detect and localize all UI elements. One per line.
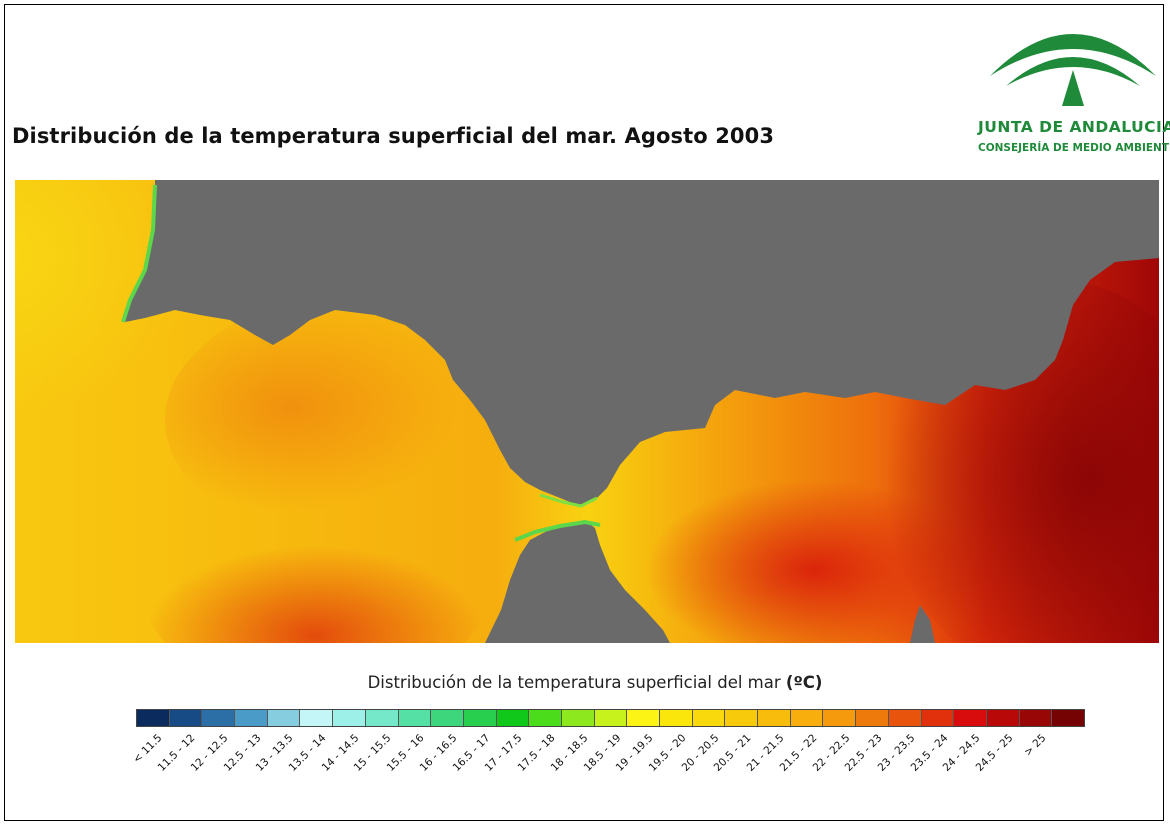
- legend-swatch: [267, 710, 301, 726]
- legend-swatch: [398, 710, 432, 726]
- legend-swatch: [954, 710, 987, 726]
- arches-emblem-icon: [990, 34, 1156, 106]
- legend-swatch: [202, 710, 236, 726]
- legend-swatch: [1052, 710, 1084, 726]
- legend-swatch: [921, 710, 955, 726]
- land-mass: [125, 180, 1159, 505]
- legend-swatch: [333, 710, 366, 726]
- legend-title: Distribución de la temperatura superfici…: [0, 673, 1170, 692]
- legend-swatch: [365, 710, 399, 726]
- legend-swatch: [627, 710, 660, 726]
- strait-cool-strip: [514, 519, 601, 542]
- legend-swatch: [463, 710, 497, 726]
- colorbar-tick-labels: < 11.5 11.5 - 12 12 - 12.5 12.5 - 13 13 - 13…: [131, 732, 1085, 792]
- legend-swatch: [790, 710, 824, 726]
- legend-swatch: [431, 710, 464, 726]
- legend-swatch: [823, 710, 857, 726]
- legend-swatch: [137, 710, 170, 726]
- legend-swatch: [888, 710, 922, 726]
- temperature-colorbar: [136, 709, 1085, 727]
- sst-map: [15, 180, 1159, 643]
- legend-swatch: [169, 710, 203, 726]
- legend-swatch: [235, 710, 268, 726]
- map-title: Distribución de la temperatura superfici…: [12, 124, 775, 148]
- strait-cool-strip-north: [539, 493, 598, 508]
- logo-subtitle: CONSEJERÍA DE MEDIO AMBIENTE: [978, 142, 1170, 154]
- legend-swatch: [529, 710, 562, 726]
- land-mass-south-east: [910, 605, 935, 643]
- legend-swatch: [496, 710, 530, 726]
- junta-andalucia-logo: JUNTA DE ANDALUCIA CONSEJERÍA DE MEDIO A…: [978, 14, 1170, 164]
- legend-swatch: [660, 710, 693, 726]
- legend-swatch: [300, 710, 334, 726]
- coastal-upwelling-strip: [121, 184, 157, 323]
- legend-swatch: [1019, 710, 1053, 726]
- legend-swatch: [986, 710, 1020, 726]
- atlantic-south-warm-zone: [145, 510, 485, 643]
- legend-unit: (ºC): [785, 673, 823, 692]
- legend-title-text: Distribución de la temperatura superfici…: [367, 673, 781, 692]
- legend-swatch: [856, 710, 889, 726]
- figure-frame: [4, 4, 1164, 821]
- legend-swatch: [758, 710, 791, 726]
- legend-tick-label: > 25: [1021, 732, 1049, 759]
- legend-swatch: [561, 710, 595, 726]
- legend-swatch: [692, 710, 726, 726]
- logo-name: JUNTA DE ANDALUCIA: [978, 118, 1170, 136]
- land-mass-south: [485, 520, 670, 643]
- legend-swatch: [594, 710, 628, 726]
- legend-swatch: [725, 710, 759, 726]
